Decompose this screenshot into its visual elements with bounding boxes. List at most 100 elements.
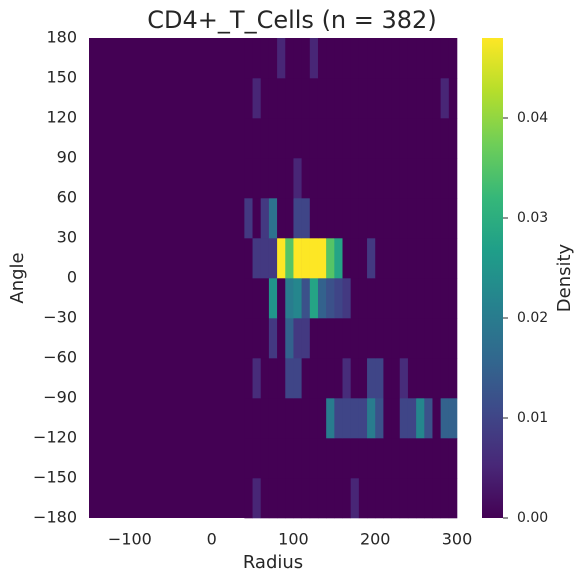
heat-cell — [448, 198, 458, 239]
heat-cell — [309, 438, 319, 479]
heat-cell — [244, 318, 253, 359]
heat-cell — [277, 478, 286, 519]
heat-cell — [448, 358, 458, 399]
heat-cell — [391, 238, 401, 279]
heat-cell — [383, 238, 392, 279]
heat-cell — [358, 398, 368, 439]
heat-cell — [277, 78, 286, 119]
heat-cell — [301, 478, 311, 519]
heat-cell — [440, 118, 450, 159]
heat-cell — [301, 118, 311, 159]
heat-cell — [416, 478, 425, 519]
heat-cell — [252, 238, 262, 279]
heat-cell — [326, 318, 335, 359]
heat-cell — [277, 198, 286, 239]
heat-cell — [268, 198, 278, 239]
y-tick-label: 90 — [57, 148, 77, 167]
heat-cell — [293, 158, 302, 199]
heat-cell — [383, 438, 392, 479]
heat-cell — [375, 438, 384, 479]
heat-cell — [309, 318, 319, 359]
heat-cell — [399, 438, 409, 479]
heat-cell — [317, 118, 327, 159]
heat-cell — [285, 238, 294, 279]
heat-cell — [375, 358, 384, 399]
heat-cell — [317, 278, 327, 319]
x-tick-label: 200 — [360, 530, 391, 549]
heat-cell — [367, 78, 376, 119]
heat-cell — [375, 478, 384, 519]
heat-cell — [432, 158, 441, 199]
heat-cell — [293, 38, 302, 79]
heat-cell — [399, 358, 409, 399]
heat-cell — [301, 358, 311, 399]
heat-cell — [260, 118, 270, 159]
heat-cell — [334, 358, 343, 399]
heat-cell — [375, 318, 384, 359]
heat-cell — [416, 438, 425, 479]
x-tick-label: 0 — [207, 530, 217, 549]
heat-cell — [309, 118, 319, 159]
colorbar-tick-label: 0.00 — [517, 510, 548, 526]
heat-cell — [407, 238, 417, 279]
heat-cell — [358, 238, 368, 279]
heat-cell — [416, 278, 425, 319]
heat-cell — [342, 398, 351, 439]
y-tick-label: −30 — [43, 308, 77, 327]
heat-cell — [268, 238, 278, 279]
heat-cell — [391, 398, 401, 439]
heat-cell — [350, 78, 360, 119]
heat-cell — [375, 38, 384, 79]
heat-cell — [293, 198, 302, 239]
heat-cell — [342, 198, 351, 239]
heat-cell — [432, 398, 441, 439]
heat-cell — [448, 78, 458, 119]
heat-cell — [285, 478, 294, 519]
heat-cell — [367, 38, 376, 79]
heat-cell — [301, 198, 311, 239]
heat-cell — [440, 478, 450, 519]
heat-cell — [293, 78, 302, 119]
heat-cell — [440, 398, 450, 439]
heat-cell — [244, 158, 253, 199]
heat-cell — [391, 198, 401, 239]
heat-cell — [391, 358, 401, 399]
heat-cell — [367, 198, 376, 239]
heat-cell — [432, 278, 441, 319]
heat-cell — [367, 398, 376, 439]
heat-cell — [391, 118, 401, 159]
heat-cell — [350, 318, 360, 359]
y-tick-label: −90 — [43, 388, 77, 407]
heat-cell — [244, 198, 253, 239]
heat-cell — [383, 478, 392, 519]
heat-cell — [358, 38, 368, 79]
heat-cell — [317, 318, 327, 359]
heat-cell — [301, 318, 311, 359]
heat-cell — [326, 38, 335, 79]
heat-cell — [334, 478, 343, 519]
heat-cell — [383, 358, 392, 399]
heat-cell — [350, 358, 360, 399]
heat-cell — [432, 438, 441, 479]
heat-cell — [350, 398, 360, 439]
heat-cell — [285, 318, 294, 359]
heat-cell — [317, 238, 327, 279]
heat-cell — [326, 118, 335, 159]
heat-cell — [326, 478, 335, 519]
heat-cell — [424, 278, 433, 319]
heat-cell — [448, 278, 458, 319]
heat-cell — [350, 158, 360, 199]
heat-cell — [293, 398, 302, 439]
heat-cell — [448, 238, 458, 279]
heat-cell — [252, 438, 262, 479]
heat-cell — [293, 358, 302, 399]
heat-cell — [367, 238, 376, 279]
heat-cell — [260, 238, 270, 279]
heat-cell — [367, 438, 376, 479]
x-tick-label: 100 — [278, 530, 309, 549]
heat-cell — [358, 358, 368, 399]
heat-cell — [448, 38, 458, 79]
heat-cell — [367, 358, 376, 399]
heat-cell — [285, 358, 294, 399]
